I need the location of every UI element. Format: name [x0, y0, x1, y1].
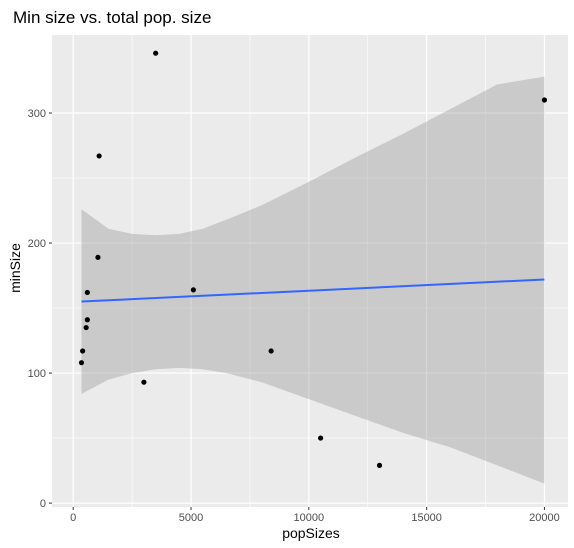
x-tick-label: 5000: [179, 512, 203, 524]
x-tick-label: 15000: [411, 512, 442, 524]
data-point: [541, 97, 548, 103]
data-point: [80, 348, 86, 354]
y-tick-label: 0: [40, 498, 46, 510]
plot-panel: [52, 35, 568, 507]
x-tick-label: 0: [70, 512, 76, 524]
confidence-band: [81, 76, 545, 484]
x-tick-label: 10000: [294, 512, 325, 524]
data-point: [96, 153, 102, 159]
regression-line: [81, 278, 545, 303]
x-axis-ticks: 0 5000 10000 15000 20000: [70, 507, 560, 524]
data-point: [78, 360, 85, 366]
data-point: [376, 462, 383, 468]
data-point: [83, 324, 89, 331]
y-tick-label: 200: [28, 238, 46, 250]
y-tick-label: 300: [28, 108, 46, 120]
y-tick-label: 100: [28, 368, 46, 380]
y-axis-ticks: 0 100 200 300: [28, 108, 52, 510]
data-point: [318, 435, 324, 441]
minor-gridlines: [52, 35, 568, 507]
data-points: [78, 50, 548, 468]
data-point: [268, 348, 274, 354]
x-axis-title: popSizes: [282, 525, 340, 541]
data-point: [153, 50, 159, 56]
data-point: [190, 287, 196, 293]
data-point: [84, 289, 90, 296]
major-gridlines: [52, 35, 568, 507]
x-tick-label: 20000: [529, 512, 560, 524]
data-point: [84, 317, 90, 323]
y-axis-title: minSize: [7, 243, 23, 293]
data-point: [95, 254, 101, 260]
chart-title: Min size vs. total pop. size: [13, 8, 211, 27]
data-point: [141, 379, 147, 385]
